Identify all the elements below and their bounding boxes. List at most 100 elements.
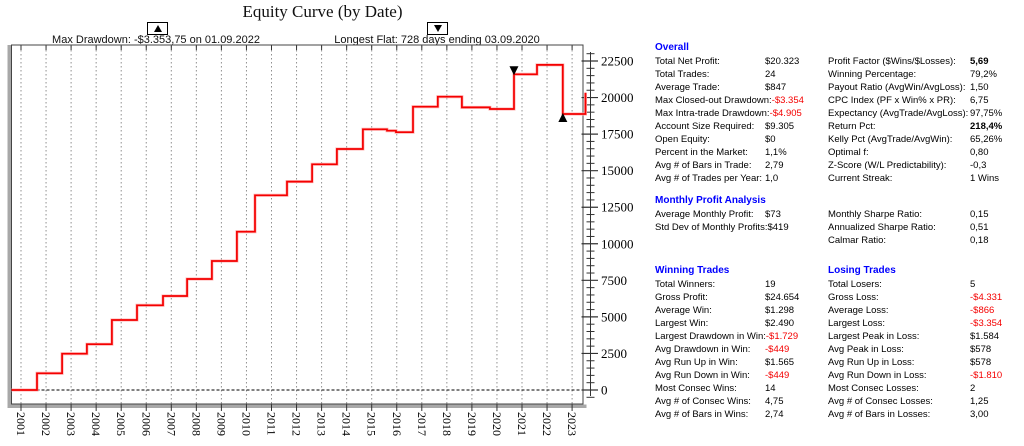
stat-row: Max Closed-out Drawdown: -$3.354	[655, 94, 804, 107]
y-axis-labels: 0 2500 5000 7500 10000 12500 15000 17500 20000 22…	[601, 54, 634, 398]
stat-value: $578	[970, 344, 992, 355]
stat-label: Total Trades:	[655, 69, 710, 80]
svg-text:2023: 2023	[565, 412, 579, 436]
stat-row: Gross Profit: $24.654	[655, 291, 799, 304]
stat-label: Z-Score (W/L Predictability):	[828, 160, 947, 171]
stat-label: Avg Peak in Loss:	[828, 344, 904, 355]
stat-value: 0,15	[970, 209, 989, 220]
overall-left-rows: Total Net Profit: $20.323 Total Trades: 24 A…	[655, 55, 804, 185]
stat-value: 2,74	[765, 409, 784, 420]
svg-text:2022: 2022	[540, 412, 554, 436]
section-title-overall: Overall	[655, 42, 689, 53]
overall-right-rows: Profit Factor ($Wins/$Losses): 5,69 Winnin…	[828, 55, 1002, 185]
stat-value: -$4.905	[769, 108, 802, 119]
stat-row: Largest Drawdown in Win: -$1.729	[655, 330, 799, 343]
stat-row: Avg # of Bars in Trade: 2,79	[655, 159, 804, 172]
stat-value: 1,1%	[765, 147, 787, 158]
stat-row: Most Consec Losses: 2	[828, 382, 1002, 395]
stat-label: Total Net Profit:	[655, 56, 720, 67]
svg-text:20000: 20000	[601, 90, 634, 105]
stat-value: 218,4%	[970, 121, 1003, 132]
stat-row: Avg Run Down in Win: -$449	[655, 369, 799, 382]
stat-value: $1.584	[970, 331, 1000, 342]
stat-row: Account Size Required: $9.305	[655, 120, 804, 133]
svg-text:2013: 2013	[315, 412, 329, 436]
longest-flat-marker-box	[427, 22, 448, 35]
stat-value: 0,51	[970, 222, 989, 233]
longest-flat-end-marker	[509, 66, 519, 76]
stat-value: 24	[765, 69, 776, 80]
stat-label: Gross Profit:	[655, 292, 708, 303]
stat-row: Average Monthly Profit: $73	[655, 208, 789, 221]
stat-row: Expectancy (AvgTrade/AvgLoss): 97,75%	[828, 107, 1002, 120]
stat-label: Avg # of Consec Wins:	[655, 396, 751, 407]
stat-value: -$3.354	[771, 95, 804, 106]
stat-row: Gross Loss: -$4.331	[828, 291, 1002, 304]
stat-label: Avg Run Up in Win:	[655, 357, 738, 368]
stat-row: Average Loss: -$866	[828, 304, 1002, 317]
svg-text:2021: 2021	[515, 412, 529, 436]
section-title-monthly: Monthly Profit Analysis	[655, 195, 766, 206]
stat-label: Open Equity:	[655, 134, 710, 145]
svg-text:2017: 2017	[415, 412, 429, 436]
stat-row: Largest Win: $2.490	[655, 317, 799, 330]
stat-label: Profit Factor ($Wins/$Losses):	[828, 56, 956, 67]
stat-label: Total Winners:	[655, 279, 716, 290]
stat-label: Avg Drawdown in Win:	[655, 344, 751, 355]
stat-value: $73	[765, 209, 781, 220]
svg-text:2014: 2014	[340, 412, 354, 436]
svg-text:2011: 2011	[265, 412, 279, 436]
stat-row: Total Net Profit: $20.323	[655, 55, 804, 68]
stat-label: Avg Run Down in Win:	[655, 370, 750, 381]
stat-label: Average Trade:	[655, 82, 720, 93]
stat-label: Optimal f:	[828, 147, 869, 158]
stat-row: Current Streak: 1 Wins	[828, 172, 1002, 185]
stat-row: Avg # of Consec Losses: 1,25	[828, 395, 1002, 408]
stat-row: Std Dev of Monthly Profits: $419	[655, 221, 789, 234]
stat-row: Kelly Pct (AvgTrade/AvgWin): 65,26%	[828, 133, 1002, 146]
stat-label: Average Monthly Profit:	[655, 209, 754, 220]
triangle-down-icon	[433, 25, 442, 32]
stat-label: Largest Drawdown in Win:	[655, 331, 766, 342]
stat-label: Gross Loss:	[828, 292, 879, 303]
stat-row: Avg Drawdown in Win: -$449	[655, 343, 799, 356]
stat-row: Avg # of Bars in Wins: 2,74	[655, 408, 799, 421]
stat-label: Std Dev of Monthly Profits:	[655, 222, 768, 233]
section-title-losing: Losing Trades	[828, 265, 896, 276]
stat-value: -$866	[970, 305, 995, 316]
svg-text:2009: 2009	[214, 412, 228, 436]
stat-label: Return Pct:	[828, 121, 876, 132]
svg-text:7500: 7500	[601, 273, 627, 288]
stat-value: 5	[970, 279, 976, 290]
svg-text:2006: 2006	[139, 412, 153, 436]
longest-flat-annotation: Longest Flat: 728 days ending 03.09.2020	[334, 34, 540, 46]
svg-text:2005: 2005	[114, 412, 128, 436]
stat-row: Avg Peak in Loss: $578	[828, 343, 1002, 356]
stat-value: 2,79	[765, 160, 784, 171]
stat-row: Calmar Ratio: 0,18	[828, 234, 989, 247]
stat-row: Most Consec Wins: 14	[655, 382, 799, 395]
stat-value: $419	[767, 222, 789, 233]
stat-value: 1,50	[970, 82, 989, 93]
equity-curve-chart: Equity Curve (by Date) Max Drawdown: -$3…	[7, 2, 634, 436]
stat-value: -0,3	[970, 160, 987, 171]
svg-text:17500: 17500	[601, 127, 634, 142]
stat-label: Max Intra-trade Drawdown:	[655, 108, 770, 119]
svg-text:2007: 2007	[164, 412, 178, 436]
stat-row: Open Equity: $0	[655, 133, 804, 146]
winning-trades-rows: Total Winners: 19 Gross Profit: $24.654 Aver…	[655, 278, 799, 421]
stat-value: 6,75	[970, 95, 989, 106]
stat-value: 14	[765, 383, 776, 394]
stat-label: Average Loss:	[828, 305, 889, 316]
stat-value: 2	[970, 383, 976, 394]
stat-value: $9.305	[765, 121, 795, 132]
max-drawdown-marker	[558, 112, 568, 122]
svg-text:10000: 10000	[601, 236, 634, 251]
stat-row: Profit Factor ($Wins/$Losses): 5,69	[828, 55, 1002, 68]
stat-row: Average Trade: $847	[655, 81, 804, 94]
svg-text:15000: 15000	[601, 163, 634, 178]
stat-label: Avg # of Bars in Trade:	[655, 160, 752, 171]
stat-label: Most Consec Losses:	[828, 383, 919, 394]
stat-label: Average Win:	[655, 305, 712, 316]
stat-label: Expectancy (AvgTrade/AvgLoss):	[828, 108, 969, 119]
